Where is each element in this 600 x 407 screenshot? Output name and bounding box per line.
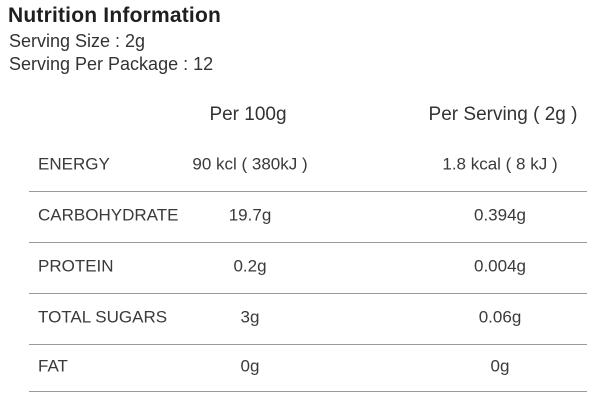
nutrition-table: ENERGY 90 kcl ( 380kJ ) 1.8 kcal ( 8 kJ …: [29, 141, 587, 392]
row-value-per-serving: 1.8 kcal ( 8 kJ ): [442, 154, 558, 174]
row-value-per-100g: 0g: [240, 356, 260, 376]
row-label: CARBOHYDRATE: [38, 205, 179, 225]
serving-per-package-text: Serving Per Package : 12: [9, 54, 214, 74]
row-value-per-serving: 0g: [490, 356, 510, 376]
row-label: ENERGY: [38, 154, 110, 174]
serving-size-text: Serving Size : 2g: [9, 31, 146, 51]
row-value-per-serving: 0.394g: [474, 205, 526, 225]
table-row-fat: FAT 0g 0g: [29, 345, 587, 392]
table-row-energy: ENERGY 90 kcl ( 380kJ ) 1.8 kcal ( 8 kJ …: [29, 141, 587, 192]
column-header-per-100g: Per 100g: [209, 104, 287, 125]
table-row-total-sugars: TOTAL SUGARS 3g 0.06g: [29, 294, 587, 345]
row-value-per-100g: 0.2g: [233, 256, 267, 276]
row-label: PROTEIN: [38, 256, 114, 276]
table-row-carbohydrate: CARBOHYDRATE 19.7g 0.394g: [29, 192, 587, 243]
page-title: Nutrition Information: [8, 4, 222, 27]
table-row-protein: PROTEIN 0.2g 0.004g: [29, 243, 587, 294]
row-label: TOTAL SUGARS: [38, 307, 168, 327]
column-header-per-serving: Per Serving ( 2g ): [428, 104, 578, 125]
row-value-per-100g: 19.7g: [228, 205, 272, 225]
row-label: FAT: [38, 356, 68, 376]
row-value-per-100g: 3g: [240, 307, 260, 327]
row-value-per-serving: 0.06g: [478, 307, 522, 327]
row-value-per-serving: 0.004g: [474, 256, 526, 276]
row-value-per-100g: 90 kcl ( 380kJ ): [192, 154, 308, 174]
